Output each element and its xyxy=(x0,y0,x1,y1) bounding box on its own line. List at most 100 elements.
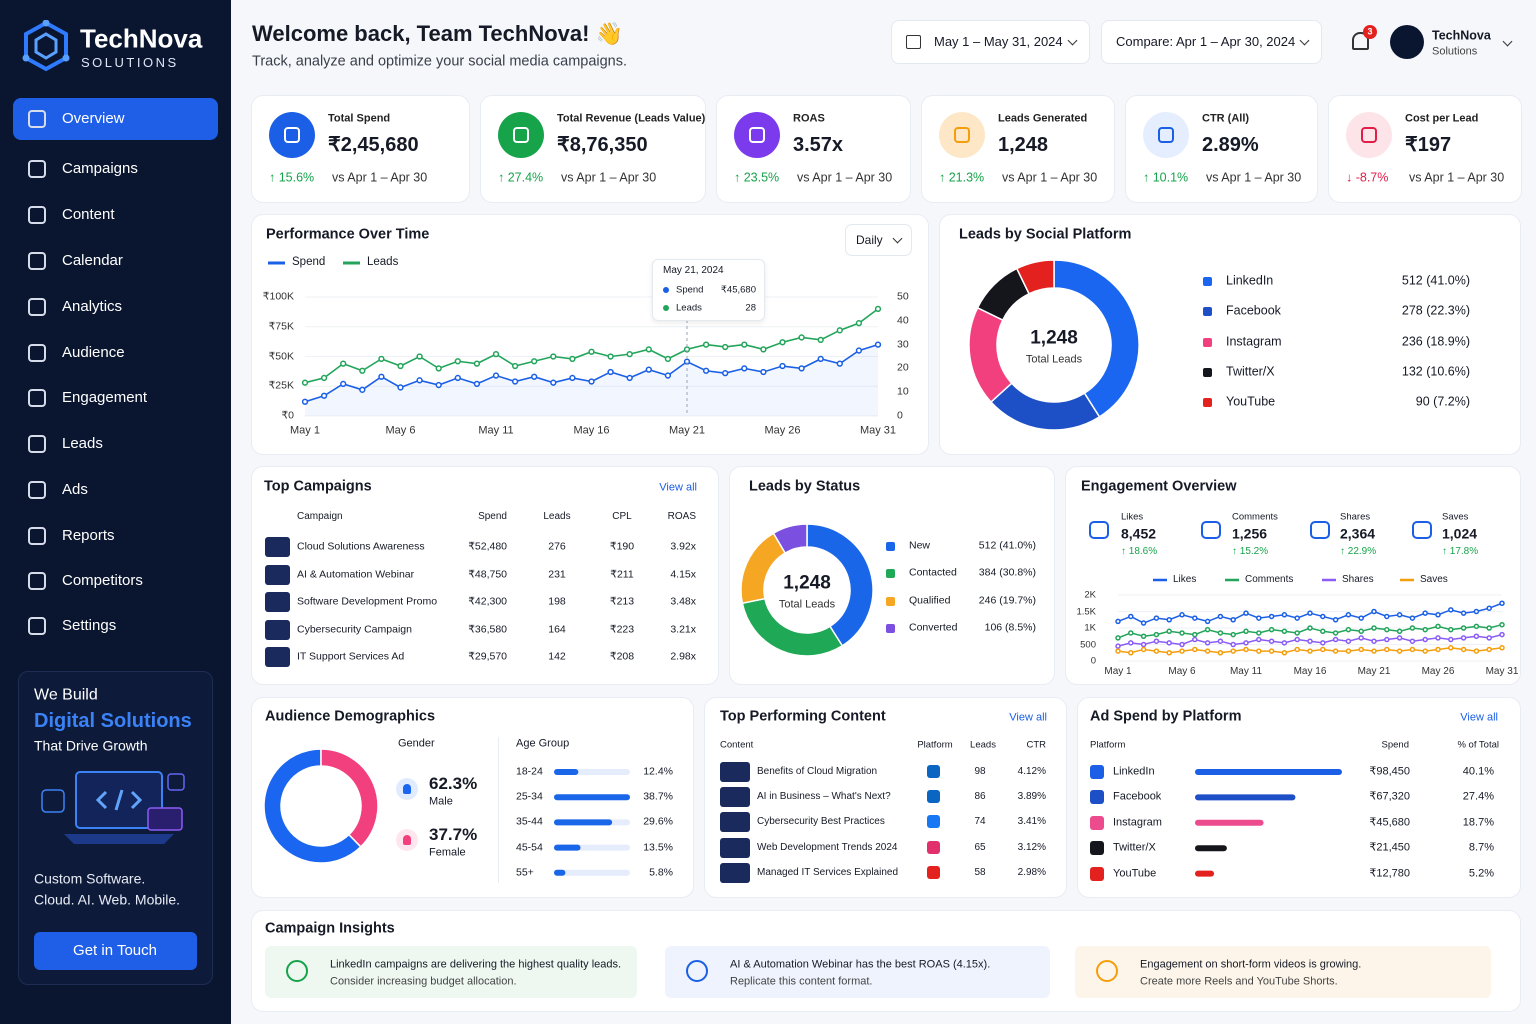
nav-item[interactable]: Overview xyxy=(62,110,125,127)
notification-badge xyxy=(1363,25,1377,39)
nav-item[interactable]: Content xyxy=(62,206,115,223)
legend-label: New xyxy=(909,539,931,552)
nav-item[interactable]: Engagement xyxy=(62,389,148,406)
point xyxy=(1281,612,1288,618)
bell-icon[interactable] xyxy=(1352,32,1369,50)
point xyxy=(1448,607,1454,613)
platform-icon xyxy=(1090,841,1104,856)
point xyxy=(492,372,500,379)
promo-button-label[interactable]: Get in Touch xyxy=(73,942,157,959)
point xyxy=(416,353,423,360)
donut-segment xyxy=(1015,259,1055,295)
nav-icon xyxy=(28,160,46,178)
point xyxy=(1345,648,1352,654)
table-cell: 3.92x xyxy=(670,540,696,553)
point xyxy=(1140,620,1147,626)
nav-item[interactable]: Ads xyxy=(62,481,88,498)
user-role: Solutions xyxy=(1432,45,1478,58)
point xyxy=(473,360,481,367)
nav-item[interactable]: Reports xyxy=(62,527,115,544)
nav-item[interactable]: Analytics xyxy=(62,298,123,315)
nav-active[interactable] xyxy=(13,98,218,140)
nav-item[interactable]: Competitors xyxy=(62,572,143,589)
insight-text: Consider increasing budget allocation. xyxy=(330,975,517,988)
kpi-value: ₹8,76,350 xyxy=(557,134,648,156)
point xyxy=(1166,650,1172,656)
chart-title: Leads by Status xyxy=(749,478,861,495)
point xyxy=(1115,648,1121,654)
legend-label: Instagram xyxy=(1226,334,1282,349)
compare-range[interactable]: Compare: Apr 1 – Apr 30, 2024 xyxy=(1116,34,1296,50)
platform-name: Instagram xyxy=(1113,816,1162,829)
nav-item[interactable]: Audience xyxy=(62,344,125,361)
nav-item[interactable]: Campaigns xyxy=(62,160,138,177)
legend-swatch xyxy=(886,597,895,606)
logo-icon xyxy=(22,20,70,72)
point xyxy=(1307,648,1313,654)
insight-item xyxy=(1075,946,1491,998)
adspend-card xyxy=(1077,697,1521,898)
spend-value: ₹67,320 xyxy=(1369,790,1410,803)
view-all-link[interactable]: View all xyxy=(1009,711,1047,724)
gender-glyph xyxy=(403,835,411,845)
donut-segment xyxy=(772,523,808,555)
x-tick-label: May 6 xyxy=(1168,666,1196,677)
point xyxy=(1486,635,1492,641)
stat-change: ↑ 22.9% xyxy=(1340,546,1377,557)
point xyxy=(1153,638,1160,644)
point xyxy=(741,341,748,348)
point xyxy=(1358,635,1364,641)
bar xyxy=(1195,870,1215,877)
chart-title: Leads by Social Platform xyxy=(959,226,1132,243)
legend-label: Saves xyxy=(1420,574,1448,585)
point xyxy=(1460,610,1467,616)
point xyxy=(511,378,519,385)
page-title: Welcome back, Team TechNova! 👋 xyxy=(252,20,623,46)
campaign-thumbnail xyxy=(265,592,290,612)
promo-button[interactable] xyxy=(34,932,197,970)
nav-icon xyxy=(28,298,46,316)
x-tick-label: May 6 xyxy=(385,424,416,437)
insight-text: Replicate this content format. xyxy=(730,975,873,988)
y-tick-label: ₹75K xyxy=(268,320,294,333)
legend-label: LinkedIn xyxy=(1226,273,1274,288)
date-range[interactable]: May 1 – May 31, 2024 xyxy=(934,34,1063,50)
kpi-compare: vs Apr 1 – Apr 30 xyxy=(332,170,428,185)
period-dropdown[interactable] xyxy=(845,224,912,256)
nav-item[interactable]: Calendar xyxy=(62,252,123,269)
donut-segment xyxy=(320,748,379,848)
point xyxy=(1396,648,1403,654)
nav-icon xyxy=(28,617,46,635)
stat-value: 2,364 xyxy=(1340,525,1376,542)
column-header: ROAS xyxy=(667,511,696,522)
point xyxy=(779,339,786,346)
point xyxy=(1204,618,1211,625)
nav-item[interactable]: Leads xyxy=(62,435,103,452)
point xyxy=(779,362,786,370)
point xyxy=(588,378,595,385)
stat-icon xyxy=(1310,521,1330,539)
point xyxy=(1230,648,1236,654)
period-value[interactable]: Daily xyxy=(856,232,883,247)
point xyxy=(798,365,805,372)
table-cell: 276 xyxy=(548,540,566,553)
nav-icon xyxy=(28,389,46,407)
avatar[interactable] xyxy=(1390,25,1424,59)
point xyxy=(1435,623,1441,630)
view-all-link[interactable]: View all xyxy=(1460,711,1498,724)
compare-picker[interactable] xyxy=(1101,20,1322,64)
share-value: 27.4% xyxy=(1462,790,1494,803)
point xyxy=(1409,615,1416,621)
date-picker[interactable] xyxy=(891,20,1090,64)
kpi-icon xyxy=(269,112,315,158)
table-cell: ₹29,570 xyxy=(468,650,507,663)
gender-value: 37.7% xyxy=(429,824,478,844)
share-value: 40.1% xyxy=(1462,765,1494,778)
point xyxy=(817,336,824,343)
view-all-link[interactable]: View all xyxy=(659,481,697,494)
nav-item[interactable]: Settings xyxy=(62,617,117,634)
table-cell: 198 xyxy=(548,595,566,608)
point xyxy=(1384,636,1390,643)
bar-label: 18-24 xyxy=(516,765,543,778)
